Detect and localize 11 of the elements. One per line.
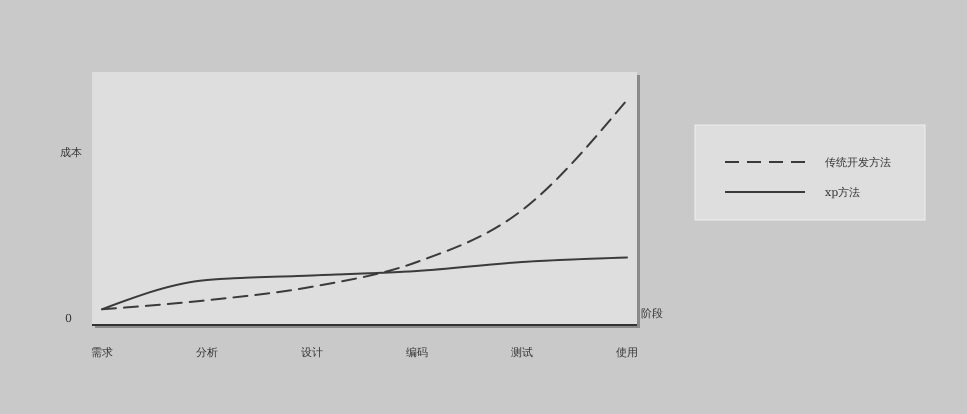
text: xp方法	[825, 186, 860, 199]
text: 0	[65, 312, 72, 325]
text: 传统开发方法	[825, 156, 891, 169]
x-tick-label: 测试	[511, 346, 533, 359]
x-axis-title: 阶段	[641, 307, 663, 320]
x-tick-label: 使用	[616, 346, 638, 359]
y-axis-title: 成本	[60, 146, 82, 159]
x-tick-label: 设计	[301, 346, 323, 359]
x-tick-label: 分析	[196, 346, 218, 359]
x-tick-label: 需求	[91, 346, 113, 359]
x-tick-label: 编码	[406, 346, 428, 359]
